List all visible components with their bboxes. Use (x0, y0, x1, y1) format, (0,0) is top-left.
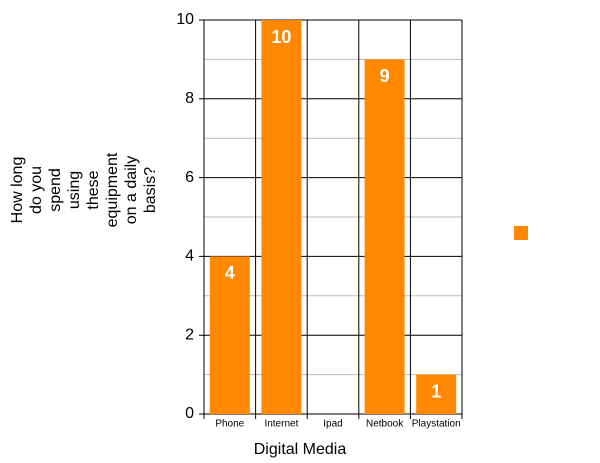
x-tick-label: Playstation (412, 419, 461, 430)
y-tick-label: 0 (185, 405, 194, 422)
y-axis-title: spend (47, 168, 64, 212)
x-tick-label: Phone (215, 419, 244, 430)
y-tick-label: 2 (185, 326, 194, 343)
x-tick-label: Internet (264, 419, 298, 430)
legend-marker (514, 226, 528, 240)
data-label: 10 (271, 27, 291, 47)
data-label: 1 (431, 381, 441, 401)
x-tick-label: Ipad (323, 419, 342, 430)
y-tick-label: 8 (185, 90, 194, 107)
bar (261, 20, 302, 414)
bar (416, 374, 457, 414)
y-axis-title: basis? (142, 167, 159, 213)
y-axis-title: How long (9, 157, 26, 224)
y-tick-label: 6 (185, 169, 194, 186)
y-axis-title: do you (28, 166, 45, 214)
y-axis-title: these (85, 170, 102, 209)
y-axis-title: equipment (104, 152, 121, 227)
data-label: 4 (225, 263, 235, 283)
y-axis-title: on a daily (123, 156, 140, 225)
data-label: 9 (380, 66, 390, 86)
x-tick-label: Netbook (366, 419, 404, 430)
bar (364, 59, 405, 415)
y-tick-label: 4 (185, 248, 194, 265)
y-axis-title: using (66, 171, 83, 209)
bar (209, 256, 250, 414)
x-axis-title: Digital Media (254, 441, 347, 458)
y-tick-label: 10 (176, 11, 194, 28)
